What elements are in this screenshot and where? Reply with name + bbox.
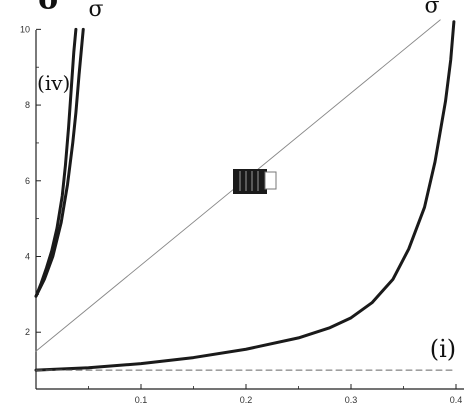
x-tick-label-1: 0.2 — [240, 395, 253, 405]
annotation-0: σ — [38, 0, 60, 17]
y-tick-label-1: 4 — [25, 252, 30, 262]
y-tick-label-3: 8 — [25, 100, 30, 110]
x-tick-label-3: 0.4 — [450, 395, 463, 405]
series-group — [34, 19, 457, 372]
y-tick-label-2: 6 — [25, 176, 30, 186]
annotation-2: σ — [425, 0, 440, 18]
series-line-0 — [34, 20, 456, 372]
series-line-2 — [34, 27, 85, 298]
annotation-4: (i) — [430, 335, 456, 363]
series-line-1 — [34, 27, 78, 298]
y-tick-label-0: 2 — [25, 327, 30, 337]
axes: 0.1 0.2 0.3 0.4 2 4 6 8 10 — [20, 24, 464, 405]
x-tick-label-0: 0.1 — [135, 395, 148, 405]
annotations: σ σ σ (iv) (i) — [37, 0, 456, 363]
annotation-3: (iv) — [37, 71, 70, 95]
small-inset-box-icon — [233, 169, 277, 194]
y-tick-label-4: 10 — [20, 24, 30, 34]
annotation-1: σ — [89, 0, 104, 22]
x-tick-label-2: 0.3 — [345, 395, 358, 405]
